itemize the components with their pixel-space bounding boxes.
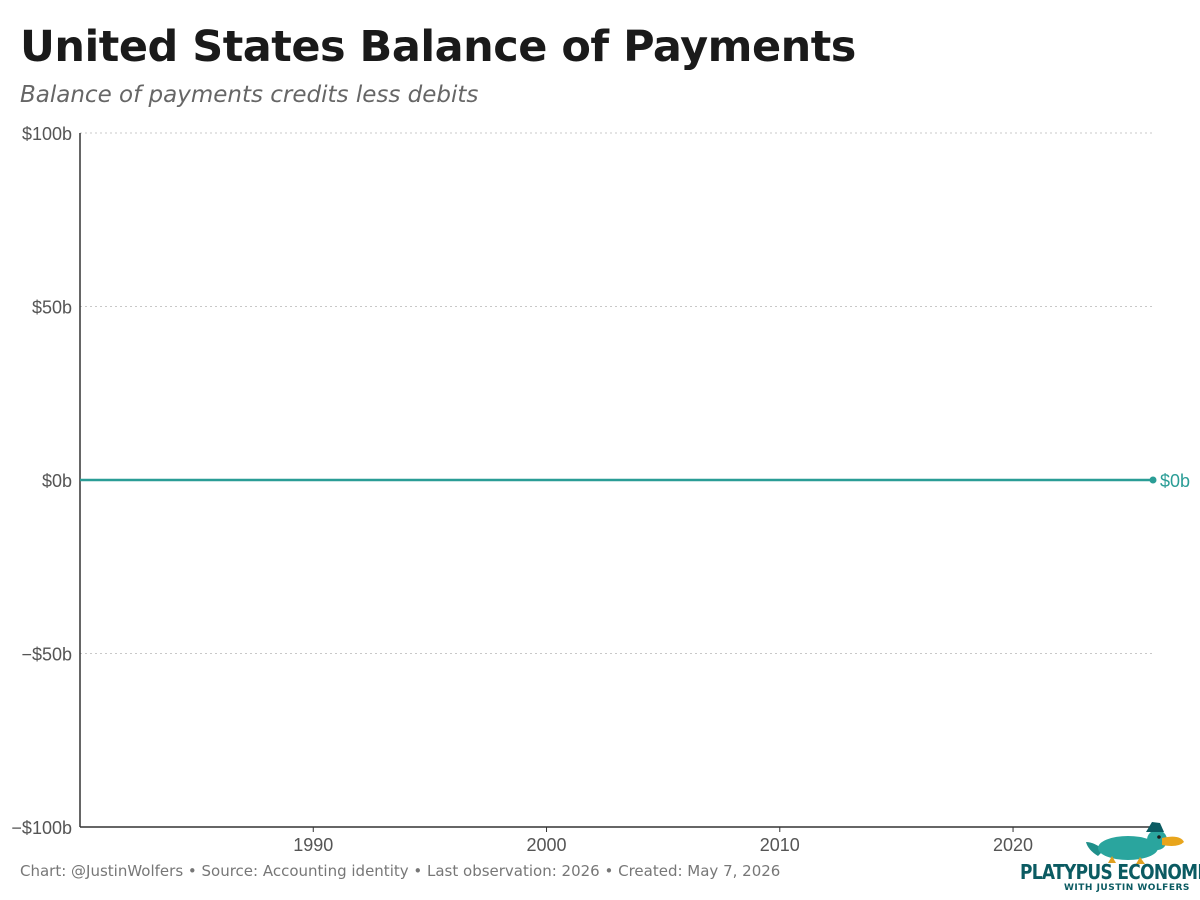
series-end-point [1149, 476, 1157, 484]
x-tick-label: 1990 [293, 835, 333, 855]
platypus-icon [1086, 822, 1184, 864]
logo-tagline: WITH JUSTIN WOLFERS [1064, 883, 1190, 893]
chart-footer: Chart: @JustinWolfers • Source: Accounti… [20, 862, 781, 880]
y-tick-label: −$50b [21, 645, 72, 665]
y-tick-label: $50b [32, 298, 72, 318]
chart-title: United States Balance of Payments [20, 22, 856, 72]
logo-wordmark: PLATYPUS ECONOMICS [1020, 860, 1200, 884]
x-tick-label: 2020 [993, 835, 1033, 855]
y-tick-label: $100b [22, 124, 72, 144]
series-end-label: $0b [1160, 471, 1190, 491]
y-tick-label: $0b [42, 471, 72, 491]
y-tick-label: −$100b [11, 818, 72, 838]
x-tick-label: 2010 [760, 835, 800, 855]
platypus-economics-logo: PLATYPUS ECONOMICS WITH JUSTIN WOLFERS [1012, 820, 1200, 894]
x-tick-label: 2000 [526, 835, 566, 855]
chart-subtitle: Balance of payments credits less debits [20, 82, 479, 108]
